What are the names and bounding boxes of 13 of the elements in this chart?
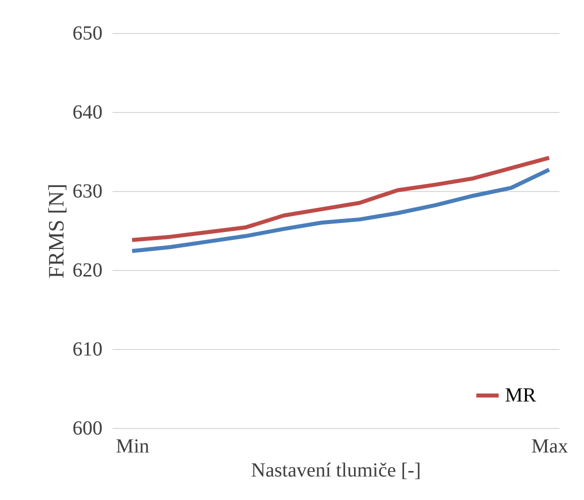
legend-label: MR xyxy=(505,384,537,406)
y-tick-label: 640 xyxy=(72,102,102,124)
line-series xyxy=(130,168,552,254)
x-tick-label: Max xyxy=(531,436,568,458)
y-tick-label: 630 xyxy=(72,180,102,202)
y-axis-title: FRMS [N] xyxy=(44,184,68,278)
y-tick-label: 650 xyxy=(72,22,102,44)
y-tick-label: 600 xyxy=(72,418,102,440)
line-series xyxy=(130,156,552,242)
x-axis-title: Nastavení tlumiče [-] xyxy=(251,460,421,482)
y-tick-label: 620 xyxy=(72,260,102,282)
y-tick-label: 610 xyxy=(72,338,102,360)
x-tick-label: Min xyxy=(116,436,150,458)
